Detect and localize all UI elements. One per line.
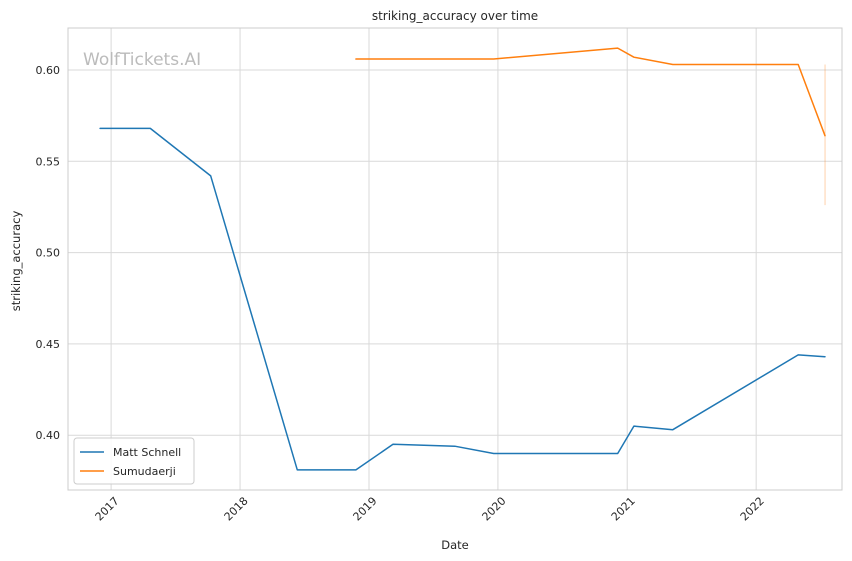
- legend-label-sumudaerji: Sumudaerji: [113, 465, 176, 478]
- series-line-sumudaerji: [355, 47, 826, 137]
- y-tick-label: 0.55: [36, 155, 61, 168]
- chart-title: striking_accuracy over time: [372, 9, 538, 23]
- legend-label-matt-schnell: Matt Schnell: [113, 446, 181, 459]
- y-tick-label: 0.60: [36, 64, 61, 77]
- gridlines: [68, 28, 842, 490]
- legend: Matt Schnell Sumudaerji: [73, 437, 195, 485]
- series-line-matt-schnell: [99, 127, 826, 471]
- plot-frame: [67, 27, 843, 491]
- x-axis-title: Date: [441, 538, 469, 552]
- y-tick-label: 0.45: [36, 338, 61, 351]
- y-axis-ticks: 0.40 0.45 0.50 0.55 0.60: [36, 64, 61, 442]
- watermark: WolfTickets.AI: [83, 50, 201, 70]
- y-tick-label: 0.40: [36, 429, 61, 442]
- y-tick-label: 0.50: [36, 247, 61, 260]
- legend-box: [73, 437, 195, 485]
- series-lines: [99, 47, 826, 471]
- y-axis-title: striking_accuracy: [9, 211, 23, 312]
